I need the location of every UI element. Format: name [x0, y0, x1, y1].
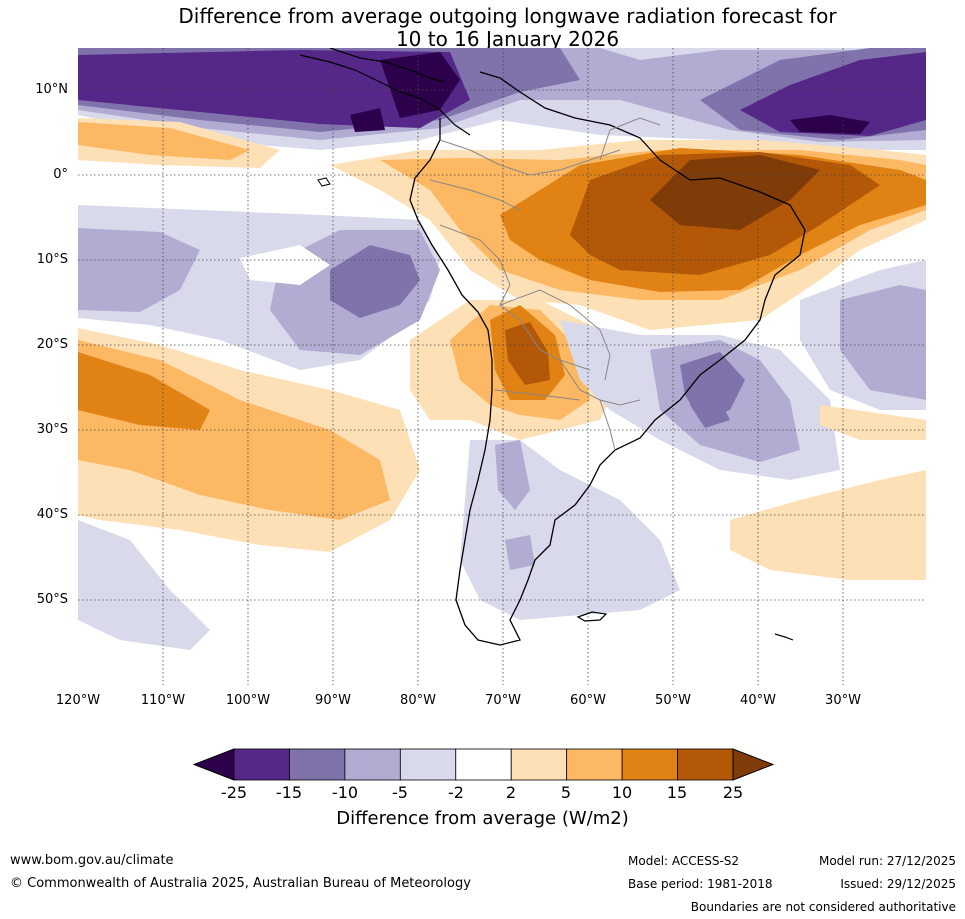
lat-label-50s: 50°S	[36, 592, 68, 607]
colorbar-tick-label: 10	[611, 783, 633, 802]
lon-label-100w: 100°W	[225, 693, 271, 708]
footer-base-period: Base period: 1981-2018	[628, 877, 773, 891]
colorbar-arrow-max	[732, 748, 775, 781]
anomaly-region-atlantic-negative-dark-2	[690, 400, 730, 428]
country-boundaries	[429, 117, 661, 451]
anomaly-region-south-pacific-negative	[78, 520, 210, 650]
colorbar-tick-label: 25	[722, 783, 744, 802]
south-america-coastline	[409, 71, 806, 646]
colorbar-tick-label: -2	[448, 783, 464, 802]
colorbar-swatch	[344, 748, 401, 781]
footer-model-run: Model run: 27/12/2025	[818, 854, 956, 868]
anomaly-region-amazon-extreme	[650, 155, 820, 230]
anomaly-region-north-strong	[78, 50, 470, 128]
footer-copyright: © Commonwealth of Australia 2025, Austra…	[10, 876, 471, 891]
colorbar-tick-label: 5	[560, 783, 572, 802]
chart-title-line-1: Difference from average outgoing longwav…	[178, 4, 837, 28]
anomaly-region-atlantic-negative-dark	[680, 352, 745, 420]
anomaly-region-far-east-negative-mid	[840, 285, 926, 400]
lat-label-40s: 40°S	[36, 507, 68, 522]
anomaly-region-north-extreme-2	[350, 108, 385, 132]
anomaly-region-north-extreme-east	[790, 115, 870, 134]
anomaly-region-patagonia-negative-mid-2	[505, 535, 535, 570]
graticule	[78, 48, 926, 685]
anomaly-region-north-strong-east	[740, 52, 926, 136]
lon-label-110w: 110°W	[140, 693, 186, 708]
galapagos-islands	[317, 177, 331, 187]
colorbar-tick-label: -15	[275, 783, 303, 802]
colorbar-tick-label: -5	[392, 783, 408, 802]
anomaly-region-patagonia-negative-mid	[495, 440, 530, 510]
lat-label-10n: 10°N	[35, 82, 68, 97]
anomaly-region-north-extreme	[380, 52, 460, 118]
south-georgia	[774, 633, 794, 641]
footer-website: www.bom.gov.au/climate	[10, 853, 174, 868]
lon-label-120w: 120°W	[55, 693, 101, 708]
colorbar-swatch	[566, 748, 623, 781]
anomaly-region-central-stronger	[505, 322, 550, 385]
chart-title-line-2: 10 to 16 January 2026	[395, 27, 620, 51]
anomaly-region-pacific-negative-mid	[78, 228, 200, 312]
colorbar-tick-label: 15	[666, 783, 688, 802]
anomaly-region-se-pacific-strong	[78, 352, 210, 430]
lat-label-20s: 20°S	[36, 337, 68, 352]
colorbar-swatch	[399, 748, 457, 781]
anomaly-region-atlantic-positive-strip	[820, 405, 926, 440]
central-america-coastline	[299, 54, 471, 136]
colorbar-tick-label: 2	[505, 783, 517, 802]
colorbar-tick-label: -25	[220, 783, 248, 802]
colorbar-swatch	[289, 748, 346, 781]
lat-label-10s: 10°S	[36, 252, 68, 267]
lon-label-80w: 80°W	[400, 693, 436, 708]
colorbar-tick-label: -10	[331, 783, 359, 802]
lat-label-0: 0°	[53, 167, 68, 182]
anomaly-region-pacific-negative-dark	[330, 245, 420, 318]
lat-label-30s: 30°S	[36, 422, 68, 437]
colorbar-arrow-min	[192, 748, 235, 781]
anomaly-hole-white	[240, 245, 330, 285]
anomaly-region-south-atlantic-positive	[730, 470, 926, 580]
lon-label-70w: 70°W	[485, 693, 521, 708]
colorbar-title: Difference from average (W/m2)	[336, 808, 629, 829]
lon-label-90w: 90°W	[315, 693, 351, 708]
footer-issued: Issued: 29/12/2025	[840, 877, 956, 891]
colorbar-swatch	[233, 748, 290, 781]
colorbar	[192, 748, 775, 781]
lon-label-40w: 40°W	[740, 693, 776, 708]
anomaly-region-pacific-positive-2	[78, 122, 250, 160]
footer-model: Model: ACCESS-S2	[628, 854, 740, 868]
colorbar-swatch	[455, 748, 512, 781]
lon-label-60w: 60°W	[570, 693, 606, 708]
anomaly-field	[78, 48, 926, 685]
colorbar-swatch	[621, 748, 678, 781]
footer-disclaimer: Boundaries are not considered authoritat…	[690, 900, 956, 914]
colorbar-swatch	[510, 748, 568, 781]
falkland-islands	[576, 611, 608, 622]
colorbar-swatch	[677, 748, 734, 781]
caribbean-coastline	[329, 48, 446, 83]
lon-label-50w: 50°W	[655, 693, 691, 708]
lon-label-30w: 30°W	[825, 693, 861, 708]
